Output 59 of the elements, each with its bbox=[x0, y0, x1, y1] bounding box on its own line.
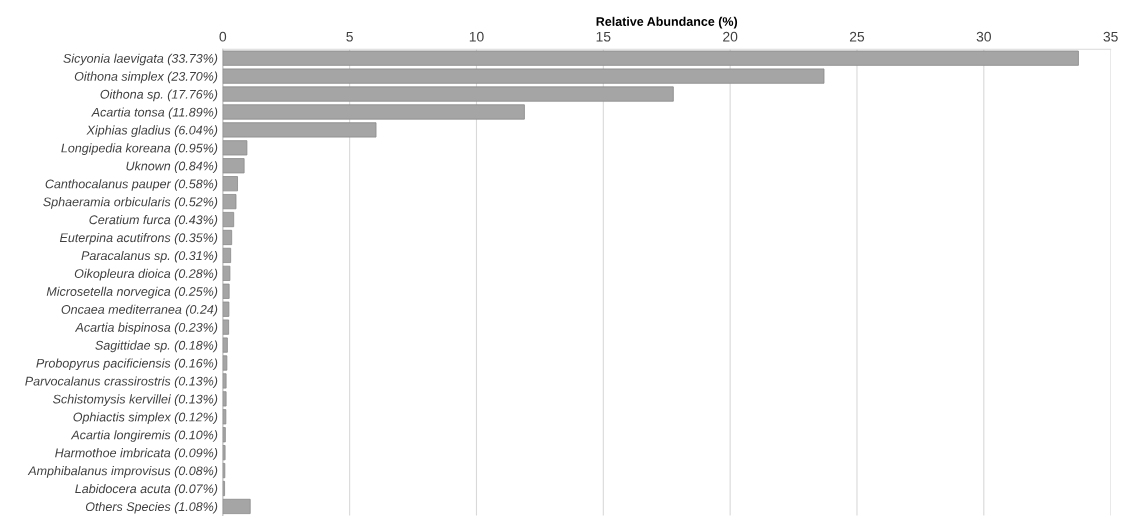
y-tick-label: Paracalanus sp. (0.31%) bbox=[81, 250, 218, 263]
bar bbox=[222, 211, 235, 228]
y-tick-label: Xiphias gladius (6.04%) bbox=[86, 125, 218, 138]
bar bbox=[222, 391, 227, 407]
bar bbox=[222, 498, 251, 515]
x-tick-label: 35 bbox=[1103, 31, 1118, 42]
y-tick-label: Oithona sp. (17.76%) bbox=[100, 89, 218, 102]
bar bbox=[222, 301, 230, 317]
y-tick-label: Ophiactis simplex (0.12%) bbox=[73, 412, 218, 424]
x-tick-label: 20 bbox=[723, 31, 738, 42]
x-tick-label: 5 bbox=[346, 31, 353, 42]
bar bbox=[222, 283, 230, 299]
bar bbox=[222, 265, 231, 281]
y-tick-label: Parvocalanus crassirostris (0.13%) bbox=[25, 376, 218, 389]
y-tick-label: Canthocalanus pauper (0.58%) bbox=[45, 179, 218, 191]
y-tick-label: Oikopleura dioica (0.28%) bbox=[74, 268, 218, 281]
bar bbox=[222, 122, 377, 138]
bar bbox=[222, 50, 1079, 66]
y-tick-label: Acartia tonsa (11.89%) bbox=[91, 107, 218, 120]
x-tick-label: 30 bbox=[976, 31, 991, 42]
y-tick-label: Sphaeramia orbicularis (0.52%) bbox=[43, 197, 218, 209]
bar bbox=[222, 86, 674, 102]
y-tick-label: Uknown (0.84%) bbox=[126, 161, 218, 173]
y-tick-label: Labidocera acuta (0.07%) bbox=[75, 483, 218, 496]
bar bbox=[222, 104, 525, 120]
bar bbox=[222, 409, 227, 425]
x-tick-label: 15 bbox=[596, 31, 611, 42]
bar bbox=[222, 319, 230, 335]
y-tick-label: Sagittidae sp. (0.18%) bbox=[95, 340, 218, 353]
y-tick-label: Sicyonia laevigata (33.73%) bbox=[63, 53, 218, 66]
bar bbox=[222, 194, 237, 210]
bar bbox=[222, 176, 238, 192]
bar bbox=[222, 158, 245, 174]
y-tick-label: Others Species (1.08%) bbox=[85, 501, 218, 514]
bar bbox=[222, 140, 248, 156]
bar bbox=[222, 427, 226, 443]
bar bbox=[222, 247, 232, 264]
bar bbox=[222, 373, 227, 389]
bar bbox=[222, 68, 825, 84]
y-tick-label: Oithona simplex (23.70%) bbox=[74, 71, 218, 84]
x-axis-title: Relative Abundance (%) bbox=[596, 16, 738, 29]
y-tick-label: Schistomysis kervillei (0.13%) bbox=[52, 394, 218, 406]
y-tick-label: Acartia bispinosa (0.23%) bbox=[74, 322, 218, 335]
x-tick-label: 25 bbox=[849, 31, 865, 42]
y-tick-label: Longipedia koreana (0.95%) bbox=[61, 143, 218, 155]
x-tick-label: 0 bbox=[219, 31, 227, 42]
bar bbox=[222, 355, 228, 371]
y-tick-label: Harmothoe imbricata (0.09%) bbox=[55, 448, 218, 460]
y-tick-label: Microsetella norvegica (0.25%) bbox=[46, 286, 218, 299]
y-tick-label: Euterpina acutifrons (0.35%) bbox=[59, 232, 218, 245]
y-tick-label: Oncaea mediterranea (0.24) bbox=[61, 304, 218, 317]
x-tick-label: 10 bbox=[469, 31, 484, 42]
bar bbox=[222, 445, 226, 461]
bar bbox=[222, 337, 228, 353]
y-tick-label: Amphibalanus improvisus (0.08%) bbox=[27, 466, 218, 478]
bar bbox=[222, 229, 233, 246]
y-tick-label: Acartia longiremis (0.10%) bbox=[70, 430, 218, 442]
y-tick-label: Ceratium furca (0.43%) bbox=[89, 215, 218, 227]
y-tick-label: Probopyrus pacificiensis (0.16%) bbox=[36, 358, 218, 371]
